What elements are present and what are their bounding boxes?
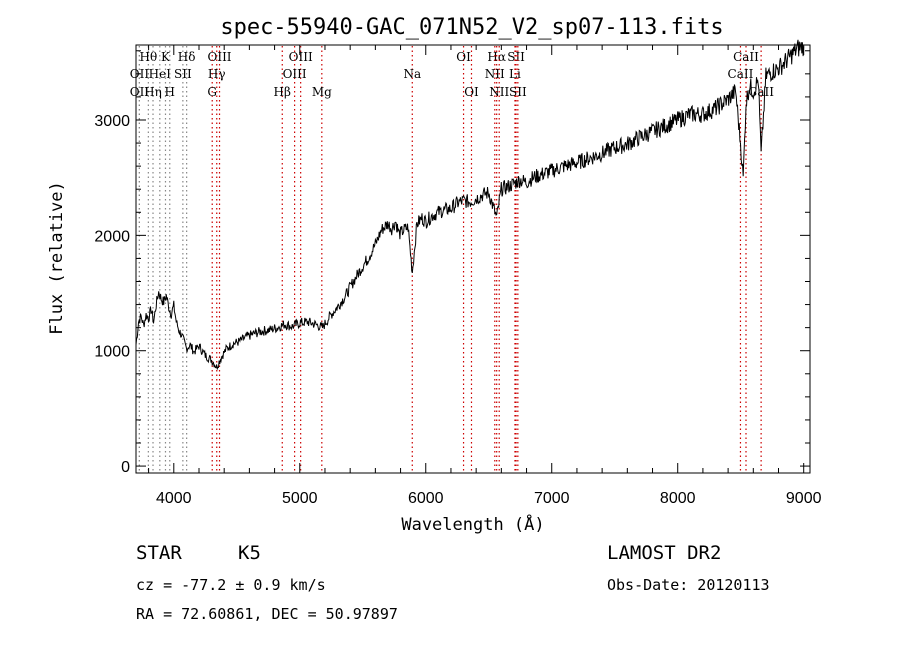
spectral-line-label: CaII <box>748 85 774 99</box>
x-tick-label: 8000 <box>660 490 696 507</box>
spectral-line: Hα <box>487 46 506 472</box>
spectral-line: Hδ <box>178 46 196 472</box>
axis-ticks: 4000 5000 6000 7000 8000 9000 0 1000 2000 3000 <box>94 45 822 507</box>
chart-title: spec-55940-GAC_071N52_V2_sp07-113.fits <box>220 15 723 40</box>
x-tick-label: 5000 <box>282 490 318 507</box>
spectral-line-label: CaII <box>728 67 754 81</box>
spectral-line-label: NII <box>489 85 509 99</box>
y-tick-label: 2000 <box>94 228 130 245</box>
spectral-line: Na <box>403 46 421 472</box>
spectrum-line <box>135 39 805 371</box>
spectral-line-label: OII <box>130 85 150 99</box>
spectral-line: Hθ <box>139 46 157 472</box>
observation-date: Obs-Date: 20120113 <box>607 576 770 594</box>
spectral-line: OIII <box>207 46 232 472</box>
y-tick-label: 3000 <box>94 113 130 130</box>
spectral-line: CaII <box>733 46 759 472</box>
spectral-line: CaII <box>748 46 774 472</box>
y-axis-label: Flux (relative) <box>47 181 67 335</box>
spectral-line-label: Hη <box>144 85 162 99</box>
object-class: STAR <box>136 542 182 564</box>
spectral-line: Hη <box>144 46 162 472</box>
spectrum-series <box>135 39 805 371</box>
spectral-line: H <box>165 46 175 472</box>
spectral-line-label: SII <box>174 67 192 81</box>
spectral-line-label: Hγ <box>208 67 226 81</box>
redshift-velocity: cz = -77.2 ± 0.9 km/s <box>136 576 326 594</box>
spectral-line: NII <box>489 46 509 472</box>
spectral-line-label: SII <box>509 85 527 99</box>
spectral-line: OII <box>130 46 150 472</box>
spectral-line: Hβ <box>274 46 291 472</box>
spectral-line-label: Hβ <box>274 85 291 99</box>
coordinates: RA = 72.60861, DEC = 50.97897 <box>136 605 398 623</box>
spectral-line-label: Hα <box>487 50 506 64</box>
spectral-line: OI <box>456 46 471 472</box>
spectral-line: SII <box>174 46 192 472</box>
spectral-line-label: Hδ <box>178 50 196 64</box>
spectral-line-label: K <box>161 50 171 64</box>
y-tick-label: 1000 <box>94 344 130 361</box>
x-axis-label: Wavelength (Å) <box>401 513 544 535</box>
spectral-line: Hγ <box>208 46 226 472</box>
spectral-line: OIII <box>289 46 313 472</box>
spectral-line-label: SII <box>507 50 525 64</box>
spectral-line: OI <box>464 46 479 472</box>
spectral-line-label: H <box>165 85 175 99</box>
spectral-line: Mg <box>312 46 332 472</box>
spectral-line-label: OIII <box>207 50 231 64</box>
plot-frame <box>135 44 811 474</box>
x-tick-label: 7000 <box>534 490 570 507</box>
survey-name: LAMOST DR2 <box>607 542 721 564</box>
spectral-line-label: CaII <box>733 50 759 64</box>
spectral-line-label: G <box>207 85 217 99</box>
spectral-line: SII <box>507 46 525 472</box>
spectral-line-label: Li <box>509 67 521 81</box>
spectral-line: G <box>207 46 217 472</box>
spectral-line-label: Hθ <box>139 50 157 64</box>
x-tick-label: 6000 <box>408 490 444 507</box>
spectral-line-label: OI <box>464 85 479 99</box>
spectral-line: OIII <box>283 46 307 472</box>
spectral-line-label: HeI <box>149 67 172 81</box>
object-subclass: K5 <box>238 542 261 564</box>
spectral-line: Li <box>509 46 521 472</box>
x-tick-label: 4000 <box>156 490 192 507</box>
spectral-line: SII <box>509 46 527 472</box>
spectral-line-label: OIII <box>283 67 307 81</box>
spectral-line: NII <box>485 46 505 472</box>
spectral-line-label: Na <box>403 67 421 81</box>
spectral-line-label: OIII <box>289 50 313 64</box>
x-tick-label: 9000 <box>786 490 822 507</box>
spectral-line-label: OI <box>456 50 471 64</box>
y-tick-label: 0 <box>121 459 130 476</box>
spectral-line: CaII <box>728 46 754 472</box>
spectral-line-label: NII <box>485 67 505 81</box>
spectral-line: K <box>161 46 171 472</box>
spectral-line: HeI <box>149 46 172 472</box>
spectral-line-label: Mg <box>312 85 332 99</box>
